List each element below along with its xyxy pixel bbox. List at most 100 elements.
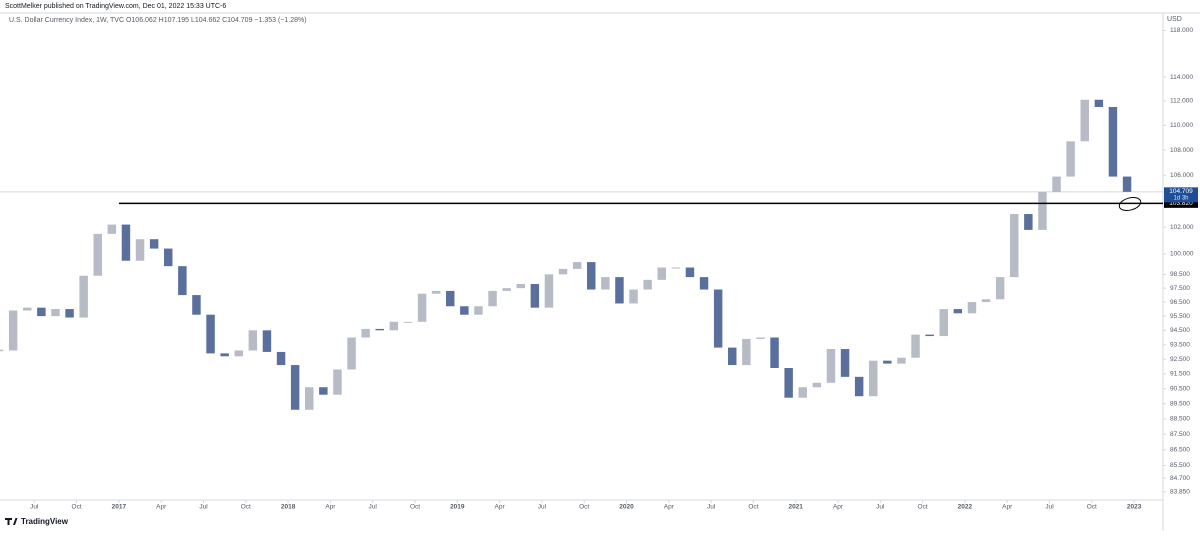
y-tick-label: 97.500 [1170, 285, 1190, 292]
candle-body [164, 248, 173, 267]
y-tick-label: 108.000 [1170, 147, 1194, 154]
brand-logo: TradingView [5, 517, 69, 526]
candle-body [601, 277, 610, 290]
candle-body [516, 283, 525, 289]
x-tick-label: 2020 [619, 504, 634, 511]
publisher-line: ScottMelker published on TradingView.com… [5, 3, 226, 10]
candle-body [149, 239, 159, 249]
support-price-box [1164, 198, 1198, 208]
y-tick-label: 94.500 [1170, 327, 1190, 334]
candle-body [1010, 214, 1019, 278]
candle-body [911, 334, 920, 358]
x-tick-label: 2021 [788, 504, 803, 511]
candle-body [502, 288, 511, 291]
candle-body [305, 387, 314, 410]
candle-body [403, 321, 413, 323]
candle-body [699, 277, 709, 290]
candle-body [629, 289, 638, 304]
x-tick-label: Jul [369, 504, 378, 511]
candle-body [192, 295, 201, 315]
candle-body [417, 293, 427, 322]
x-tick-label: Apr [495, 504, 506, 511]
x-tick-label: Apr [833, 504, 844, 511]
candle-body [685, 267, 695, 278]
x-tick-label: Oct [241, 504, 251, 511]
last-price-label: 104.709 [1169, 188, 1193, 195]
x-tick-label: Oct [410, 504, 420, 511]
candle-body [234, 350, 243, 357]
y-tick-label: 83.850 [1170, 488, 1190, 495]
y-tick-label: 88.500 [1170, 416, 1190, 423]
x-tick-label: Apr [664, 504, 675, 511]
candle-body [742, 338, 751, 366]
candle-body [756, 337, 765, 339]
x-tick-label: Oct [1087, 504, 1097, 511]
candle-body [121, 224, 131, 261]
candle-body [206, 314, 215, 354]
x-tick-label: Apr [325, 504, 336, 511]
y-tick-label: 112.000 [1170, 98, 1193, 105]
x-tick-label: 2018 [281, 504, 296, 511]
candle-body [446, 290, 455, 307]
candle-body [220, 353, 229, 357]
candle-body [812, 382, 822, 388]
candle-body [248, 330, 258, 351]
y-tick-label: 100.000 [1170, 251, 1194, 258]
support-price-label: 103.820 [1169, 200, 1193, 207]
y-tick-label: 92.500 [1170, 356, 1190, 363]
y-tick-label: 91.500 [1170, 371, 1190, 378]
x-tick-label: Apr [1002, 504, 1013, 511]
candle-body [178, 266, 187, 296]
x-tick-label: Jul [1045, 504, 1054, 511]
candle-body [276, 351, 286, 366]
candle-body [713, 289, 723, 348]
candle-body [544, 274, 554, 308]
y-tick-label: 118.000 [1170, 27, 1193, 34]
y-tick-label: 90.500 [1170, 385, 1190, 392]
brand-name: TradingView [21, 517, 69, 526]
candle-body [826, 349, 836, 383]
candle-body [65, 309, 74, 318]
y-tick-label: 106.000 [1170, 172, 1194, 179]
candle-body [460, 306, 469, 315]
candle-body [1066, 141, 1075, 177]
candle-body [572, 262, 582, 269]
candle-body [615, 277, 624, 304]
candle-body [23, 307, 32, 311]
x-tick-label: 2017 [112, 504, 127, 511]
y-tick-label: 87.500 [1170, 431, 1190, 438]
x-tick-label: 2019 [450, 504, 465, 511]
x-tick-label: Oct [748, 504, 758, 511]
x-tick-label: Jul [538, 504, 547, 511]
candle-body [1080, 99, 1089, 142]
y-tick-label: 102.000 [1170, 224, 1194, 231]
x-tick-label: Oct [918, 504, 928, 511]
candle-body [333, 369, 342, 395]
candle-body [1108, 107, 1118, 177]
y-tick-label: 95.500 [1170, 313, 1190, 320]
candle-body [474, 306, 483, 315]
candle-body [671, 267, 681, 269]
candle-body [51, 309, 60, 317]
candle-body [587, 262, 596, 290]
candle-body [784, 368, 793, 398]
candle-body [981, 299, 991, 303]
candle-body [530, 283, 540, 308]
candle-body [939, 309, 948, 337]
candle-body [1038, 191, 1047, 230]
x-tick-label: 2023 [1127, 504, 1142, 511]
candle-body [1122, 176, 1132, 192]
y-tick-label: 98.500 [1170, 271, 1190, 278]
candle-body [389, 321, 399, 331]
candle-body [361, 328, 370, 338]
candle-body [1052, 176, 1061, 192]
candle-body [8, 310, 18, 351]
candle-body [995, 277, 1005, 300]
candle-body [854, 376, 864, 397]
y-tick-label: 86.500 [1170, 446, 1190, 453]
y-tick-label: 84.700 [1170, 475, 1190, 482]
y-tick-label: 114.000 [1170, 74, 1193, 81]
candle-body [79, 275, 88, 318]
candle-body [107, 224, 117, 234]
